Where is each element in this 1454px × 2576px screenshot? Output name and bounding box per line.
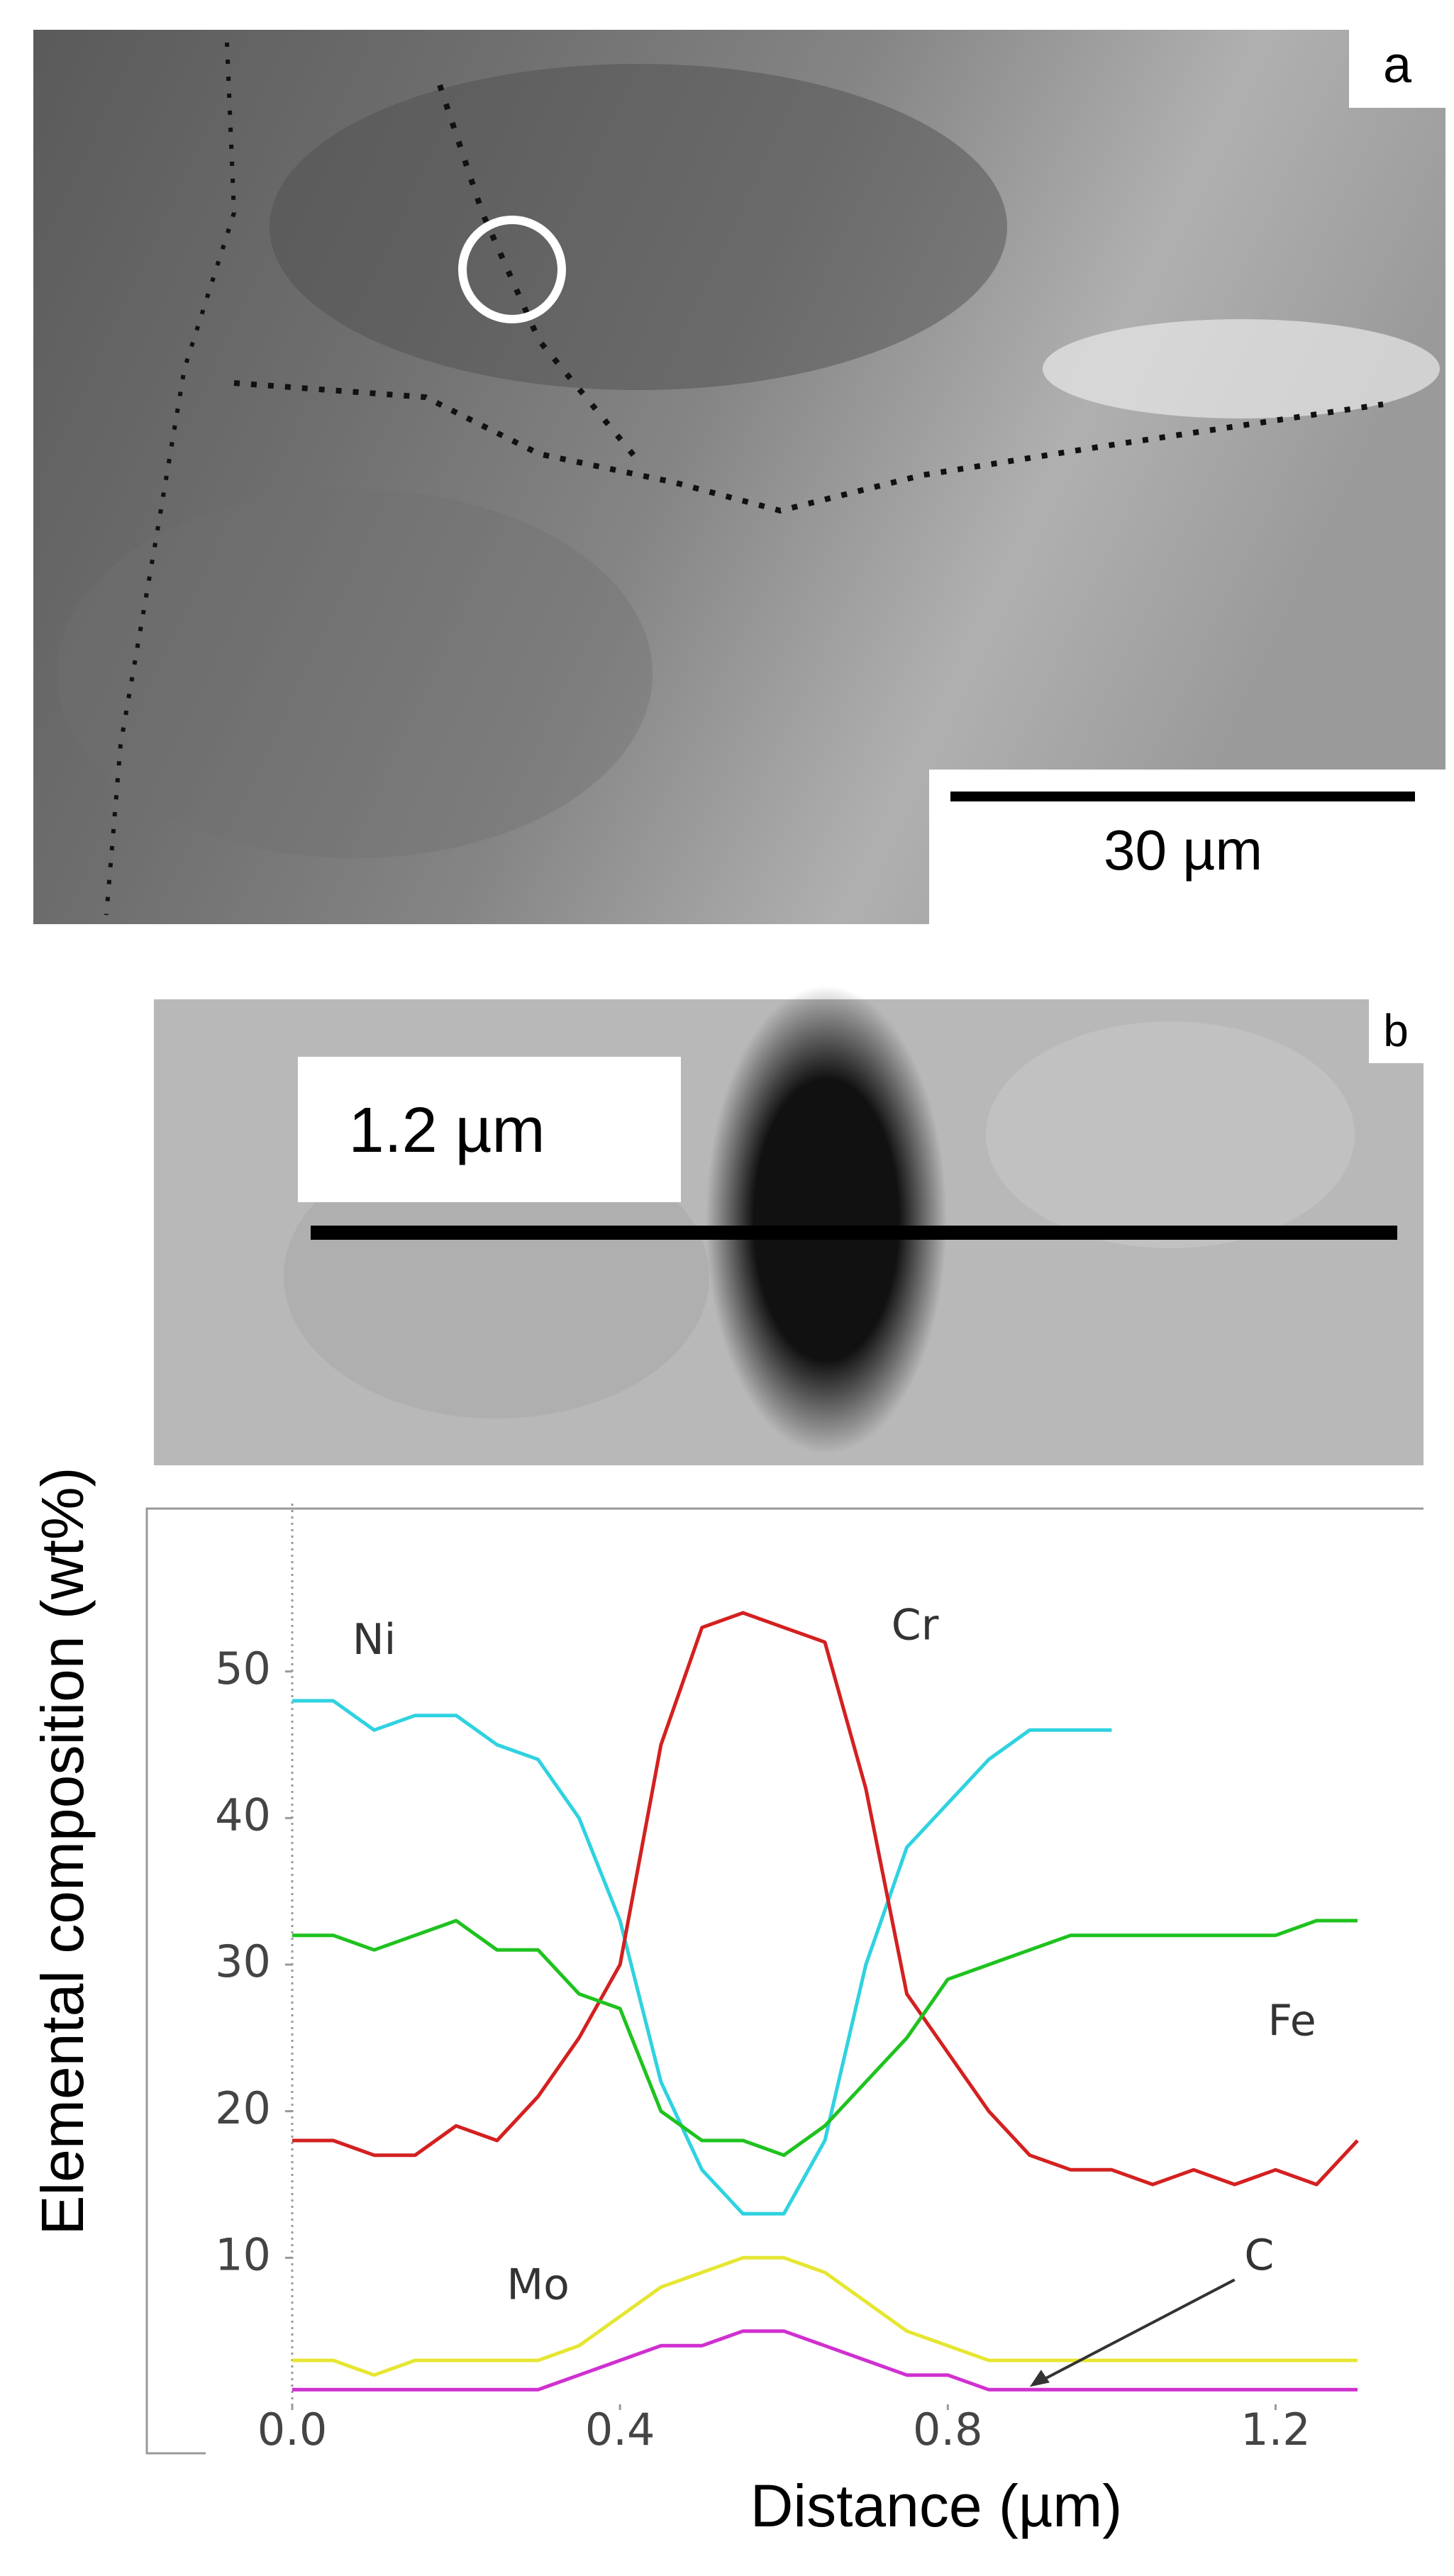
x-tick-label: 0.0 <box>257 2404 328 2455</box>
x-tick-label: 0.8 <box>913 2404 983 2455</box>
series-label: C <box>1244 2231 1274 2280</box>
y-tick-label: 30 <box>215 1936 271 1987</box>
y-tick-label: 20 <box>215 2082 271 2134</box>
x-tick-label: 0.4 <box>585 2404 655 2455</box>
scale-bar-label: 1.2 µm <box>349 1095 545 1166</box>
series-label: Mo <box>506 2260 569 2309</box>
series-label: Fe <box>1267 1996 1316 2045</box>
series-line <box>292 1919 1358 2158</box>
annotation-arrow <box>1037 2278 1236 2384</box>
annotation-arrowhead <box>1029 2370 1050 2387</box>
y-tick-label: 50 <box>215 1643 271 1694</box>
y-tick-label: 40 <box>215 1789 271 1841</box>
series-label: Ni <box>353 1615 396 1665</box>
panel-label: b <box>1383 1005 1409 1056</box>
micrograph-a <box>33 30 1445 924</box>
series-line <box>292 2329 1358 2392</box>
x-tick-label: 1.2 <box>1241 2404 1311 2455</box>
series-label: Cr <box>892 1600 939 1650</box>
series-line <box>292 1699 1112 2216</box>
x-axis-label: Distance (µm) <box>750 2472 1122 2539</box>
chart-frame <box>145 1507 1424 2455</box>
series-line <box>292 1611 1359 2187</box>
y-tick-label: 10 <box>215 2228 271 2280</box>
micrograph-b <box>154 986 1424 1465</box>
scale-bar-label: 30 µm <box>1104 818 1262 882</box>
panel-label: a <box>1383 37 1412 94</box>
series-line <box>292 2255 1358 2377</box>
y-axis-label: Elemental composition (wt%) <box>29 1467 96 2235</box>
